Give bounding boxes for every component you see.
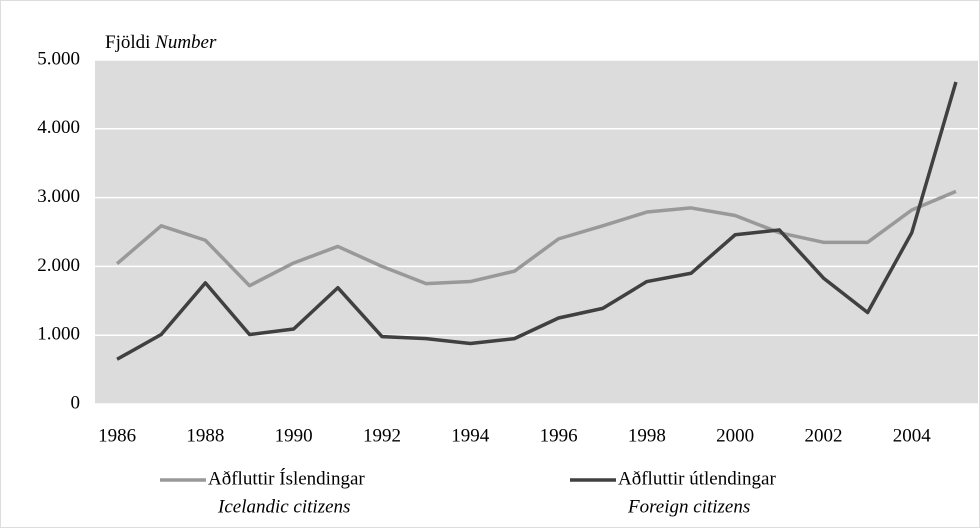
legend-subtitle: Foreign citizens bbox=[627, 496, 750, 517]
y-axis-label: Fjöldi Number bbox=[105, 32, 217, 53]
x-tick-label: 2004 bbox=[893, 425, 932, 446]
x-tick-label: 1998 bbox=[628, 425, 666, 446]
y-label-en: Number bbox=[154, 32, 217, 53]
x-tick-label: 1994 bbox=[451, 425, 490, 446]
x-tick-label: 1996 bbox=[540, 425, 578, 446]
y-tick-label: 2.000 bbox=[37, 255, 80, 276]
x-tick-label: 1990 bbox=[275, 425, 313, 446]
y-tick-label: 3.000 bbox=[37, 186, 80, 207]
y-tick-label: 0 bbox=[71, 392, 81, 413]
series-line bbox=[116, 81, 958, 361]
x-tick-label: 2000 bbox=[716, 425, 754, 446]
legend-subtitle: Icelandic citizens bbox=[217, 496, 350, 517]
y-tick-label: 5.000 bbox=[37, 48, 80, 69]
x-tick-label: 2002 bbox=[804, 425, 842, 446]
x-tick-label: 1986 bbox=[98, 425, 136, 446]
y-tick-label: 1.000 bbox=[37, 324, 80, 345]
y-label: Fjöldi bbox=[105, 32, 150, 53]
x-tick-label: 1988 bbox=[186, 425, 224, 446]
plot-area bbox=[95, 60, 978, 404]
series-line bbox=[115, 189, 957, 288]
legend-label: Aðfluttir Íslendingar bbox=[208, 467, 365, 489]
x-tick-label: 1992 bbox=[363, 425, 401, 446]
y-tick-label: 4.000 bbox=[37, 117, 80, 138]
legend-label: Aðfluttir útlendingar bbox=[618, 468, 776, 489]
